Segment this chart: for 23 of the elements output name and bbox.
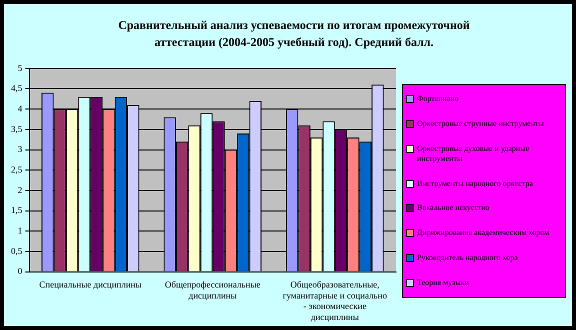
y-tick-label: 3 [18,144,23,154]
y-tick-label: 5 [18,62,23,73]
y-tick-label: 2,5 [11,164,23,174]
legend-label: Дирижирование академическим хором [417,228,550,238]
y-tick-label: 0,5 [11,246,23,256]
legend-label: Инструменты народного оркестра [417,178,533,189]
x-tick-label: Общепрофессиональные дисциплины [164,280,260,300]
legend-label: Руководитель народного хора [417,252,518,263]
y-tick-label: 3,5 [11,124,23,134]
legend-label: Фортепиано [417,94,459,104]
x-tick-label: Общеобразовательные, гуманитарные и социально - экономические дисциплины [282,280,388,322]
legend-label: Оркестровые духовые и ударные инструменты [417,144,530,164]
y-tick-label: 4 [18,103,23,114]
x-tick-label: Специальные дисциплины [39,280,142,290]
y-tick-label: 1 [18,225,22,236]
y-tick-label: 2 [18,184,22,195]
y-tick-label: 0 [18,266,23,276]
legend-label: Оркестровые струнные инструменты [417,119,544,130]
y-tick-label: 1,5 [11,205,23,216]
legend-label: Теория музыки [417,278,469,288]
y-tick-label: 4,5 [11,83,23,94]
chart-title: Сравнительный анализ успеваемости по итогам промежуточной аттестации (2004-2005 учебный год). Средний балл. [117,17,471,51]
legend-label: Вокальное искусство [417,203,490,214]
